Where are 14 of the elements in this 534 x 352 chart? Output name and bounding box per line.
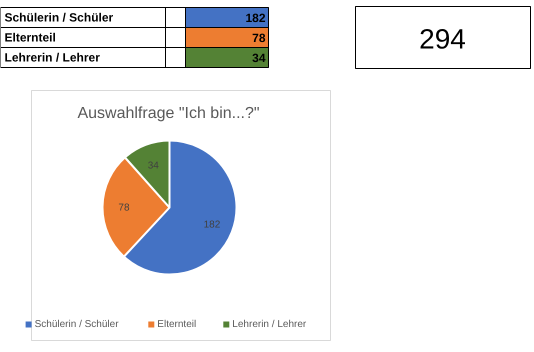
chart-title: Auswahlfrage "Ich bin...?" [77,105,260,122]
category-label: Lehrerin / Lehrer [4,50,100,64]
category-label: Schülerin / Schüler [4,10,114,24]
legend-label: Schülerin / Schüler [34,319,120,330]
data-label: 78 [252,31,266,45]
data-label: 34 [148,160,160,172]
data-label: 182 [204,220,221,231]
data-label: 78 [118,202,130,214]
text: 294 [419,24,466,54]
data-label: 34 [252,51,266,65]
category-label: Elternteil [4,30,56,44]
legend-label: Lehrerin / Lehrer [232,319,307,330]
data-label: 182 [245,11,266,25]
legend-label: Elternteil [157,319,196,330]
